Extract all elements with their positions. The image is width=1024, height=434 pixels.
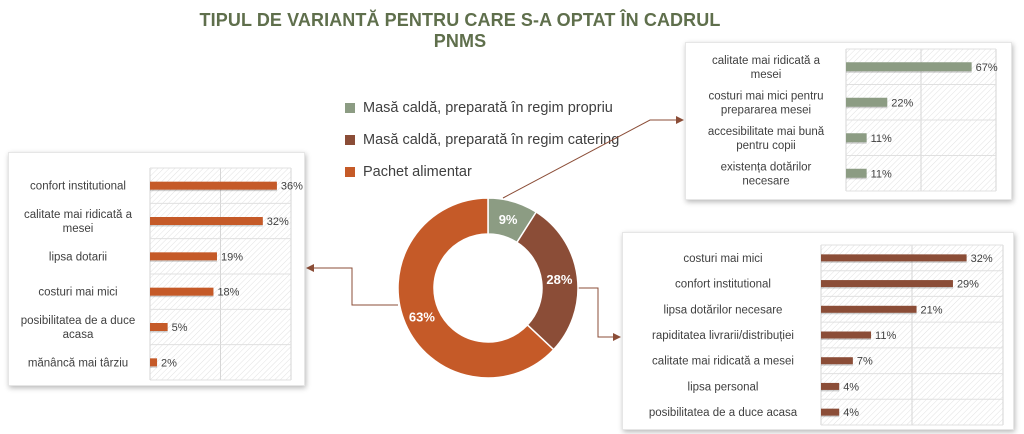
pachet-category-label: calitate mai ridicată a mesei xyxy=(24,209,133,235)
catering-bar xyxy=(821,305,917,313)
donut-label-catering: 28% xyxy=(546,272,572,287)
propriu-category-label: costuri mai mici pentru prepararea mesei xyxy=(708,90,823,116)
catering-category-label: lipsa dotărilor necesare xyxy=(664,304,783,316)
bar-panel-catering: 32% costuri mai mici 29% confort institutio… xyxy=(622,232,1014,430)
propriu-value-label: 11% xyxy=(871,133,892,145)
catering-value-label: 4% xyxy=(843,407,859,419)
propriu-value-label: 22% xyxy=(891,97,913,109)
legend-item-propriu: Masă caldă, preparată în regim propriu xyxy=(345,92,619,124)
bar-chart-propriu: 67% calitate mai ridicată a mesei 22% costur… xyxy=(708,48,998,192)
pachet-bar xyxy=(150,181,277,190)
propriu-bar xyxy=(846,168,867,178)
bar-chart-pachet: 36% confort institutional 32% calitate mai … xyxy=(21,167,303,381)
legend-item-pachet: Pachet alimentar xyxy=(345,156,619,188)
pachet-value-label: 5% xyxy=(172,322,188,334)
pachet-value-label: 2% xyxy=(161,357,177,369)
pachet-category-label: costuri mai mici xyxy=(38,287,117,299)
catering-category-label: costuri mai mici xyxy=(683,253,762,265)
pachet-value-label: 19% xyxy=(221,251,243,263)
connector-pachet xyxy=(306,264,398,306)
propriu-bar xyxy=(846,97,888,107)
donut-label-propriu: 9% xyxy=(499,212,518,227)
pachet-value-label: 32% xyxy=(267,216,289,228)
propriu-category-label: existența dotărilor necesare xyxy=(721,161,812,187)
catering-value-label: 11% xyxy=(875,330,896,342)
pachet-bar xyxy=(150,252,217,261)
propriu-bar xyxy=(846,62,972,72)
legend-swatch-catering xyxy=(345,135,355,145)
connector-catering xyxy=(574,287,621,341)
catering-bar xyxy=(821,357,853,365)
donut-label-pachet: 63% xyxy=(409,310,435,325)
catering-value-label: 32% xyxy=(971,253,993,265)
catering-bar xyxy=(821,331,872,339)
legend-label-pachet: Pachet alimentar xyxy=(363,164,472,180)
catering-bar xyxy=(821,254,967,262)
pachet-bar xyxy=(150,287,214,296)
legend-label-catering: Masă caldă, preparată în regim catering xyxy=(363,132,620,148)
propriu-value-label: 11% xyxy=(871,168,892,180)
pachet-value-label: 18% xyxy=(217,287,239,299)
catering-category-label: confort institutional xyxy=(675,279,771,291)
catering-category-label: posibilitatea de a duce acasa xyxy=(649,407,798,419)
propriu-bar xyxy=(846,133,867,143)
catering-category-label: lipsa personal xyxy=(688,381,759,393)
pachet-category-label: posibilitatea de a duce acasa xyxy=(21,315,135,341)
catering-category-label: rapiditatea livrarii/distribuției xyxy=(652,330,794,342)
catering-value-label: 7% xyxy=(857,356,873,368)
legend-label-propriu: Masă caldă, preparată în regim propriu xyxy=(363,100,613,116)
legend-swatch-propriu xyxy=(345,103,355,113)
catering-bar xyxy=(821,382,840,390)
propriu-category-label: accesibilitate mai bună pentru copii xyxy=(708,126,825,152)
propriu-value-label: 67% xyxy=(976,62,998,74)
pachet-category-label: confort institutional xyxy=(30,181,126,193)
propriu-category-label: calitate mai ridicată a mesei xyxy=(712,55,821,81)
catering-bar xyxy=(821,408,840,416)
catering-value-label: 21% xyxy=(921,304,943,316)
donut-slice-pachet xyxy=(397,197,555,379)
pachet-bar xyxy=(150,358,158,367)
catering-bar xyxy=(821,280,953,288)
bar-panel-pachet: 36% confort institutional 32% calitate mai … xyxy=(8,152,305,386)
page-title: TIPUL DE VARIANTĂ PENTRU CARE S-A OPTAT … xyxy=(199,10,721,51)
legend-swatch-pachet xyxy=(345,167,355,177)
catering-value-label: 4% xyxy=(843,381,859,393)
catering-value-label: 29% xyxy=(957,279,979,291)
donut-slice-catering xyxy=(515,210,579,351)
pachet-category-label: lipsa dotarii xyxy=(49,251,107,263)
catering-category-label: calitate mai ridicată a mesei xyxy=(652,356,794,368)
pachet-bar xyxy=(150,217,263,225)
donut-legend: Masă caldă, preparată în regim propriu M… xyxy=(345,92,619,188)
legend-item-catering: Masă caldă, preparată în regim catering xyxy=(345,124,619,156)
pachet-bar xyxy=(150,323,168,331)
bar-chart-catering: 32% costuri mai mici 29% confort institutio… xyxy=(649,244,1004,426)
connector-propriu xyxy=(502,116,684,199)
pachet-value-label: 36% xyxy=(281,181,303,193)
pachet-category-label: mănâncă mai târziu xyxy=(28,357,128,369)
bar-panel-propriu: 67% calitate mai ridicată a mesei 22% costur… xyxy=(685,42,1012,200)
